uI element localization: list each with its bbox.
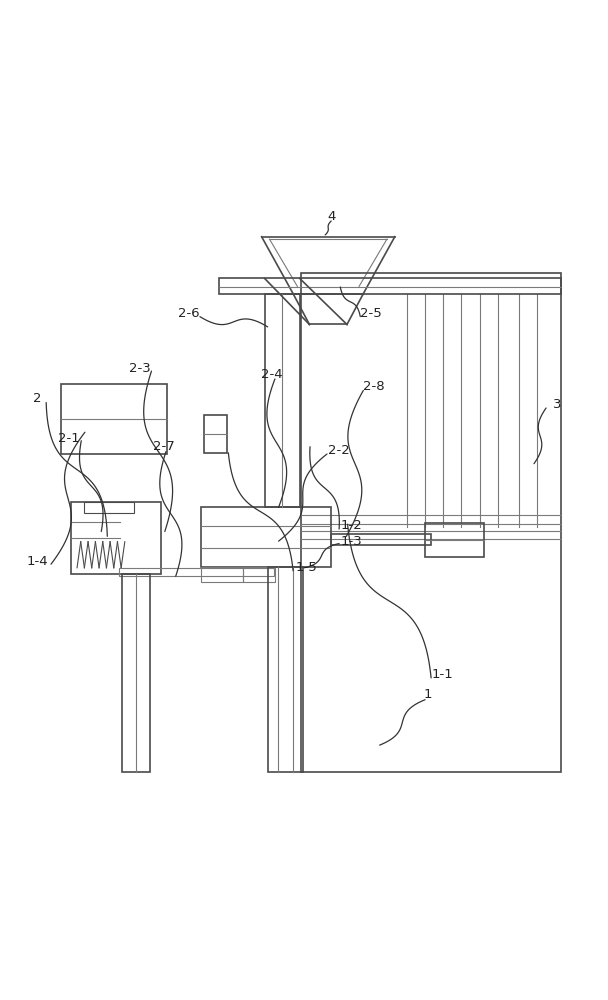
Text: 4: 4 xyxy=(327,210,336,223)
Text: 2: 2 xyxy=(33,392,42,405)
Bar xyxy=(301,273,561,772)
Text: 1-1: 1-1 xyxy=(431,668,453,681)
Bar xyxy=(201,507,331,567)
Bar xyxy=(61,384,167,454)
Text: 2-7: 2-7 xyxy=(153,440,174,453)
Bar xyxy=(71,502,161,574)
Text: 1-5: 1-5 xyxy=(295,561,317,574)
Text: 1-3: 1-3 xyxy=(340,535,362,548)
Bar xyxy=(268,567,303,772)
Text: 2-4: 2-4 xyxy=(261,368,283,381)
Bar xyxy=(219,278,561,294)
Text: 1-2: 1-2 xyxy=(340,519,362,532)
Bar xyxy=(264,294,300,507)
Text: 1: 1 xyxy=(424,688,432,701)
Bar xyxy=(122,574,150,772)
Text: 2-8: 2-8 xyxy=(363,380,384,393)
Bar xyxy=(425,523,485,557)
Text: 2-6: 2-6 xyxy=(178,307,200,320)
Text: 2-5: 2-5 xyxy=(360,307,381,320)
Text: 2-3: 2-3 xyxy=(128,362,150,375)
Bar xyxy=(119,568,274,576)
Text: 3: 3 xyxy=(553,398,561,411)
Bar xyxy=(204,415,227,453)
Bar xyxy=(331,534,431,545)
Bar xyxy=(85,502,134,513)
Text: 2-1: 2-1 xyxy=(58,432,80,445)
Bar xyxy=(201,567,243,582)
Text: 1-4: 1-4 xyxy=(27,555,49,568)
Text: 2-2: 2-2 xyxy=(328,444,350,457)
Bar xyxy=(243,567,275,582)
